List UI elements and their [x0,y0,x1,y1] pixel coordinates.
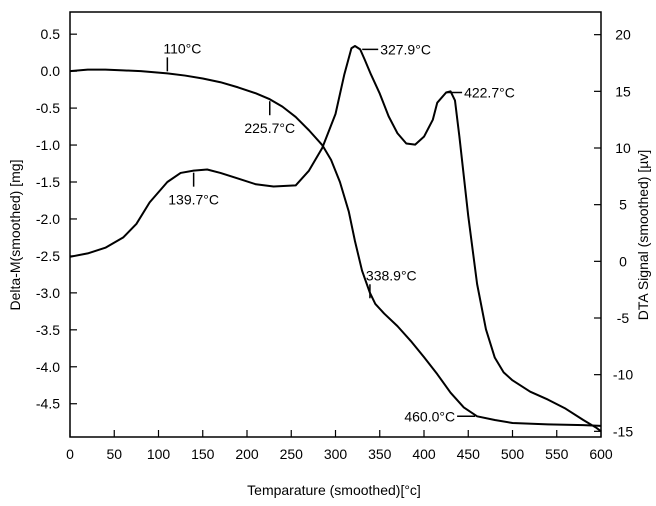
y-right-tick-label: 5 [619,197,627,213]
annotations-layer: 110°C 225.7°C 139.7°C 327.9°C 422.7°C 338.9°C… [163,40,514,424]
annotation-label: 139.7°C [168,192,219,208]
plot-frame [69,11,602,438]
x-tick-label: 500 [501,446,525,462]
y-left-tick-label: -1.5 [36,174,60,190]
y-right-tick-label: -5 [617,310,630,326]
dta-signal-line [69,45,602,433]
x-tick-label: 0 [66,446,74,462]
x-axis-title: Temparature (smoothed)[°c] [247,482,421,498]
series-layer [69,45,602,433]
x-tick-label: 400 [412,446,436,462]
y-left-tick-label: 0.5 [41,26,61,42]
x-tick-label: 600 [589,446,613,462]
annotation-label: 110°C [163,40,201,56]
y-left-tick-label: -4.5 [36,396,60,412]
x-tick-label: 100 [147,446,171,462]
y-axis-right-title: DTA Signal (smoothed) [µv] [635,150,651,320]
y-right-tick-label: 10 [615,140,631,156]
y-left-tick-label: -3.0 [36,285,60,301]
y-right-tick-label: -15 [613,423,633,439]
y-left-tick-label: -2.0 [36,211,60,227]
y-left-tick-label: -1.0 [36,137,60,153]
x-tick-label: 200 [235,446,259,462]
y-right-tick-label: 0 [619,253,627,269]
y-axis-left-title: Delta-M(smoothed) [mg] [7,160,23,311]
x-tick-label: 350 [368,446,392,462]
annotation-label: 460.0°C [404,408,455,424]
y-left-tick-label: -2.5 [36,248,60,264]
x-tick-label: 300 [324,446,348,462]
annotation-label: 327.9°C [380,41,431,57]
y-right-tick-label: 15 [615,83,631,99]
x-tick-label: 250 [280,446,304,462]
y-left-tick-label: -3.5 [36,322,60,338]
axes-layer [69,11,602,438]
y-left-tick-label: -4.0 [36,359,60,375]
annotation-label: 422.7°C [464,84,515,100]
x-tick-label: 450 [457,446,481,462]
y-right-tick-label: 20 [615,27,631,43]
y-left-tick-label: 0.0 [41,63,61,79]
x-tick-label: 150 [191,446,215,462]
ticks-layer: 0 50 100 150 200 250 300 350 400 450 500 550 6000.50… [36,26,633,462]
delta-m-line [69,68,602,427]
y-right-tick-label: -10 [613,367,633,383]
annotation-label: 338.9°C [366,267,417,283]
x-tick-label: 50 [106,446,122,462]
annotation-label: 225.7°C [244,120,295,136]
x-tick-label: 550 [545,446,569,462]
y-left-tick-label: -0.5 [36,100,60,116]
